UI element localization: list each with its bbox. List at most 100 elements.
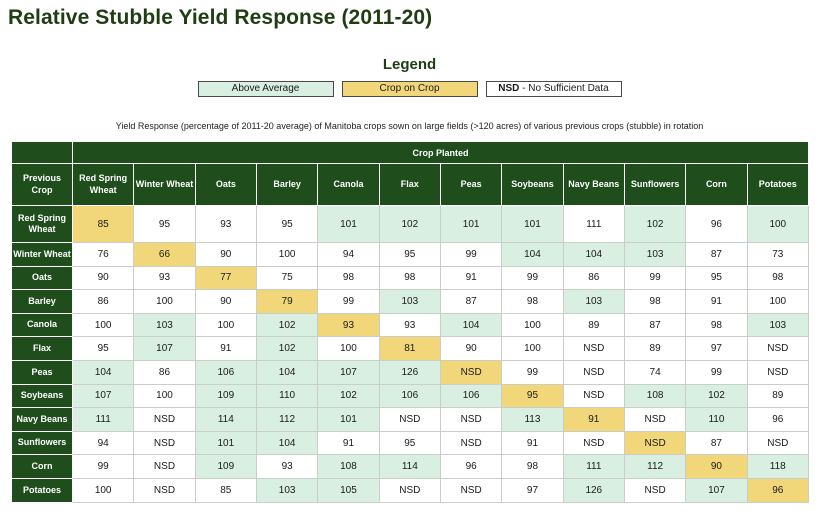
table-cell: 107: [317, 359, 380, 385]
table-cell: 95: [685, 265, 748, 291]
table-cell: 104: [501, 242, 564, 267]
table-cell: NSD: [746, 430, 809, 456]
column-header: Flax: [378, 163, 441, 206]
table-subtitle: Yield Response (percentage of 2011-20 av…: [115, 121, 704, 131]
legend-nsd-desc: - No Sufficient Data: [519, 83, 609, 94]
table-cell: 90: [71, 265, 135, 291]
table-cell: 106: [194, 359, 257, 385]
column-header: Canola: [317, 163, 380, 206]
table-cell: 91: [501, 430, 564, 456]
table-cell: 98: [685, 312, 748, 338]
column-header: Navy Beans: [562, 163, 625, 206]
table-cell: 89: [562, 312, 625, 338]
table-cell: 103: [623, 242, 687, 267]
table-cell: 100: [501, 336, 564, 361]
table-cell: 111: [562, 205, 625, 243]
table-cell: 112: [255, 407, 319, 432]
table-cell: NSD: [746, 336, 809, 361]
table-cell: 101: [439, 205, 503, 243]
table-cell: 102: [623, 205, 687, 243]
column-header: Red Spring Wheat: [71, 163, 135, 206]
table-cell: 99: [501, 359, 564, 385]
table-cell: 98: [317, 265, 380, 291]
table-cell: 106: [378, 383, 441, 409]
table-cell: 106: [439, 383, 503, 409]
table-cell: 100: [194, 312, 257, 338]
table-cell: 104: [439, 312, 503, 338]
legend-crop-on-crop: Crop on Crop: [341, 81, 478, 97]
table-cell: 114: [378, 454, 441, 479]
table-cell: 96: [746, 407, 809, 432]
row-header: Peas: [11, 359, 73, 385]
table-cell: 99: [685, 359, 748, 385]
table-cell: 95: [378, 242, 441, 267]
table-cell: 99: [439, 242, 503, 267]
table-cell: 86: [71, 289, 135, 314]
table-cell: 76: [71, 242, 135, 267]
table-cell: 94: [71, 430, 135, 456]
legend-above-average: Above Average: [197, 81, 334, 97]
table-cell: NSD: [439, 430, 503, 456]
table-cell: 110: [685, 407, 748, 432]
table-cell: NSD: [439, 407, 503, 432]
table-cell: 96: [439, 454, 503, 479]
table-cell: 100: [746, 205, 809, 243]
table-cell: 100: [71, 477, 135, 503]
table-cell: NSD: [562, 359, 625, 385]
table-cell: 91: [562, 407, 625, 432]
table-row: Corn 99 NSD 109 93 108 114 96 98 111 112 90 118: [11, 454, 809, 479]
table-cell: NSD: [746, 359, 809, 385]
table-cell: 103: [133, 312, 196, 338]
column-header: Winter Wheat: [133, 163, 196, 206]
table-cell: NSD: [439, 359, 503, 385]
table-row: Oats 90 93 77 75 98 98 91 99 86 99 95 98: [11, 265, 809, 291]
table-cell: 86: [562, 265, 625, 291]
table-cell: 107: [71, 383, 135, 409]
table-cell: 75: [255, 265, 319, 291]
table-cell: NSD: [562, 336, 625, 361]
table-cell: 99: [71, 454, 135, 479]
table-cell: 85: [71, 205, 135, 243]
table-cell: 98: [501, 454, 564, 479]
table-cell: 102: [685, 383, 748, 409]
table-cell: 112: [623, 454, 687, 479]
table-cell: 74: [623, 359, 687, 385]
table-cell: NSD: [133, 454, 196, 479]
table-cell: 111: [562, 454, 625, 479]
table-cell: 93: [255, 454, 319, 479]
table-cell: 110: [255, 383, 319, 409]
table-cell: 101: [317, 205, 380, 243]
table-cell: NSD: [378, 407, 441, 432]
table-cell: 98: [746, 265, 809, 291]
row-header: Corn: [11, 454, 73, 479]
table-cell: 100: [133, 289, 196, 314]
table-cell: 96: [746, 477, 809, 503]
table-row: Sunflowers 94 NSD 101 104 91 95 NSD 91 NSD NSD 87 NS…: [11, 430, 809, 456]
table-cell: 89: [746, 383, 809, 409]
table-cell: 95: [71, 336, 135, 361]
table-cell: 102: [378, 205, 441, 243]
table-cell: 95: [255, 205, 319, 243]
table-cell: 109: [194, 454, 257, 479]
table-cell: 103: [746, 312, 809, 338]
table-cell: 85: [194, 477, 257, 503]
row-header: Red Spring Wheat: [11, 205, 73, 243]
table-cell: 100: [71, 312, 135, 338]
table-cell: 95: [133, 205, 196, 243]
legend-nsd-abbr: NSD: [498, 83, 520, 94]
table-cell: 100: [133, 383, 196, 409]
column-header: Barley: [255, 163, 319, 206]
legend-title: Legend: [382, 56, 437, 73]
table-cell: 93: [133, 265, 196, 291]
table-cell: 100: [746, 289, 809, 314]
table-cell: 95: [378, 430, 441, 456]
column-header: Peas: [439, 163, 503, 206]
table-cell: 102: [255, 312, 319, 338]
page-title: Relative Stubble Yield Response (2011-20…: [8, 6, 433, 29]
table-cell: NSD: [623, 477, 687, 503]
table-row: Soybeans 107 100 109 110 102 106 106 95 NSD 108 102…: [11, 383, 809, 409]
table-cell: 90: [194, 289, 257, 314]
table-cell: NSD: [133, 407, 196, 432]
table-cell: 107: [685, 477, 748, 503]
table-cell: NSD: [562, 430, 625, 456]
